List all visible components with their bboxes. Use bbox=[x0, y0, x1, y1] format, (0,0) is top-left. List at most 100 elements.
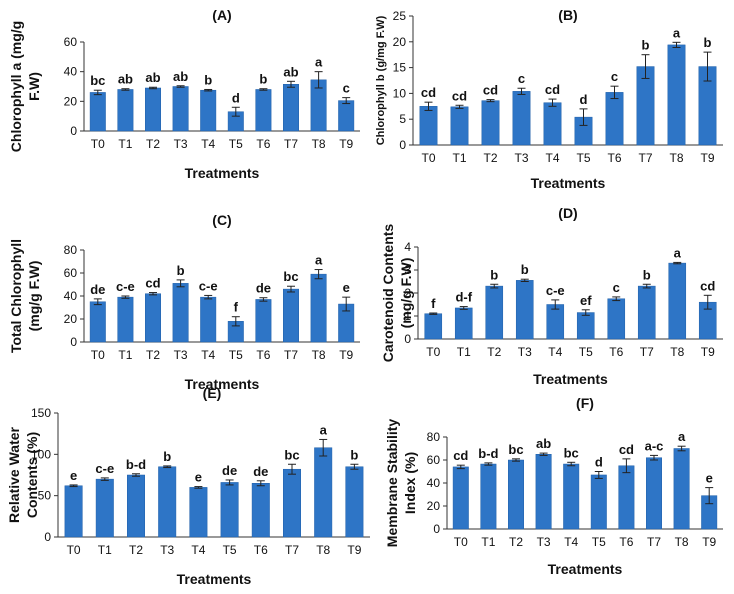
bar-T8 bbox=[668, 262, 687, 340]
significance-letter: c-e bbox=[199, 278, 218, 293]
x-tick-label: T8 bbox=[670, 345, 684, 359]
y-axis-label-line: (mg/g F.W) bbox=[26, 261, 42, 332]
bar-T3 bbox=[158, 466, 177, 538]
significance-letter: b bbox=[204, 72, 212, 87]
bar-T5 bbox=[576, 312, 595, 340]
significance-letter: ab bbox=[145, 70, 160, 85]
x-tick-label: T4 bbox=[201, 137, 215, 151]
bar-T6 bbox=[255, 299, 272, 343]
significance-letter: ab bbox=[536, 436, 551, 451]
y-tick-label: 25 bbox=[393, 9, 407, 23]
x-tick-label: T3 bbox=[174, 137, 188, 151]
x-tick-label: T7 bbox=[284, 348, 298, 362]
significance-letter: b bbox=[177, 263, 185, 278]
y-tick-label: 20 bbox=[64, 94, 78, 108]
x-tick-label: T9 bbox=[339, 348, 353, 362]
bar-T6 bbox=[251, 483, 270, 538]
y-axis-label-line: Index (%) bbox=[402, 452, 418, 514]
x-tick-label: T8 bbox=[316, 543, 330, 557]
significance-letter: b bbox=[704, 35, 712, 50]
y-tick-label: 40 bbox=[64, 65, 78, 79]
bar-T2 bbox=[481, 100, 500, 146]
x-tick-label: T3 bbox=[537, 535, 551, 549]
bar-T0 bbox=[419, 106, 438, 146]
bar-T3 bbox=[172, 86, 189, 132]
x-tick-label: T2 bbox=[146, 137, 160, 151]
x-axis-label: Treatments bbox=[177, 571, 252, 587]
bar-T0 bbox=[424, 313, 443, 340]
bar-T1 bbox=[117, 296, 134, 343]
y-tick-label: 10 bbox=[393, 86, 407, 100]
chart-panel-2: (B) 0 5 10 15 20 25 cd T0 cd T1 cd T2 c T3 cd T4 d T5 c T6 b T… bbox=[375, 7, 723, 191]
bar-T9 bbox=[345, 466, 364, 538]
y-tick-label: 0 bbox=[399, 138, 406, 152]
x-axis-label: Treatments bbox=[548, 561, 623, 577]
bar-T7 bbox=[283, 468, 301, 538]
y-axis-label-line: F.W) bbox=[26, 72, 42, 101]
x-tick-label: T5 bbox=[223, 543, 237, 557]
y-tick-label: 60 bbox=[427, 453, 441, 467]
x-tick-label: T1 bbox=[118, 137, 132, 151]
x-tick-label: T2 bbox=[146, 348, 160, 362]
significance-letter: b-d bbox=[126, 457, 146, 472]
bar-T6 bbox=[607, 298, 626, 340]
significance-letter: cd bbox=[145, 276, 160, 291]
bar-T6 bbox=[255, 89, 272, 132]
significance-letter: e bbox=[195, 470, 202, 485]
y-tick-label: 150 bbox=[31, 406, 51, 420]
significance-letter: c-e bbox=[95, 461, 114, 476]
x-tick-label: T5 bbox=[229, 348, 243, 362]
bar-T0 bbox=[64, 485, 83, 538]
y-tick-label: 4 bbox=[404, 240, 411, 254]
significance-letter: cd bbox=[421, 85, 436, 100]
chart-panel-6: (F) 0 20 40 60 80 cd T0 b-d T1 bc T2 ab T3 bc T4 d T5 cd T6… bbox=[384, 395, 723, 577]
x-tick-label: T1 bbox=[118, 348, 132, 362]
x-tick-label: T7 bbox=[640, 345, 654, 359]
x-tick-label: T4 bbox=[564, 535, 578, 549]
x-tick-label: T1 bbox=[98, 543, 112, 557]
significance-letter: a bbox=[315, 55, 323, 70]
panel-title: (D) bbox=[558, 205, 577, 221]
bar-T1 bbox=[450, 106, 469, 146]
x-tick-label: T2 bbox=[129, 543, 143, 557]
significance-letter: bc bbox=[508, 442, 523, 457]
x-tick-label: T0 bbox=[91, 137, 105, 151]
bar-T2 bbox=[485, 285, 504, 340]
significance-letter: bc bbox=[564, 445, 579, 460]
x-tick-label: T9 bbox=[347, 543, 361, 557]
significance-letter: e bbox=[70, 468, 77, 483]
y-axis-label-line: Total Chlorophyll bbox=[8, 239, 24, 353]
x-tick-label: T2 bbox=[483, 151, 497, 165]
significance-letter: d bbox=[595, 455, 603, 470]
significance-letter: bc bbox=[90, 73, 105, 88]
x-tick-label: T3 bbox=[174, 348, 188, 362]
x-tick-label: T5 bbox=[229, 137, 243, 151]
x-axis-label: Treatments bbox=[185, 165, 260, 181]
bar-T1 bbox=[454, 307, 473, 340]
x-tick-label: T4 bbox=[548, 345, 562, 359]
x-tick-label: T6 bbox=[619, 535, 633, 549]
significance-letter: e bbox=[706, 471, 713, 486]
x-tick-label: T9 bbox=[339, 137, 353, 151]
chart-panel-3: (C) 0 20 40 60 80 de T0 c-e T1 cd T2 b T3 c-e T4 f T5 de T6… bbox=[8, 212, 360, 392]
y-tick-label: 40 bbox=[427, 476, 441, 490]
significance-letter: de bbox=[222, 463, 237, 478]
bar-T2 bbox=[127, 474, 145, 538]
panel-title: (F) bbox=[576, 395, 594, 411]
bar-T5 bbox=[590, 474, 607, 530]
significance-letter: bc bbox=[283, 269, 298, 284]
bar-T2 bbox=[145, 293, 161, 343]
y-axis-label: Carotenoid Contents (mg/g F.W) bbox=[380, 224, 414, 363]
x-tick-label: T0 bbox=[67, 543, 81, 557]
x-tick-label: T8 bbox=[312, 348, 326, 362]
significance-letter: a bbox=[315, 253, 323, 268]
bar-T5 bbox=[220, 482, 239, 538]
x-tick-label: T8 bbox=[669, 151, 683, 165]
x-tick-label: T9 bbox=[700, 151, 714, 165]
significance-letter: cd bbox=[453, 448, 468, 463]
y-axis-label-line: (mg/g F.W) bbox=[398, 258, 414, 329]
bar-T0 bbox=[89, 92, 106, 132]
y-tick-label: 60 bbox=[64, 35, 78, 49]
y-tick-label: 50 bbox=[38, 489, 52, 503]
